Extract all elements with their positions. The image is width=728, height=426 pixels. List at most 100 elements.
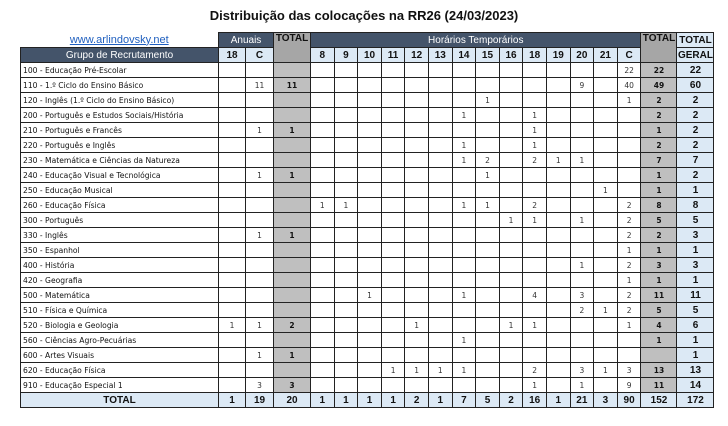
count-cell	[569, 332, 595, 348]
count-cell	[545, 122, 571, 138]
count-cell	[427, 242, 453, 258]
count-cell	[616, 122, 642, 138]
count-cell	[357, 257, 382, 273]
count-cell	[545, 77, 571, 93]
count-cell	[616, 152, 642, 168]
count-cell	[333, 347, 359, 363]
count-cell	[357, 122, 382, 138]
total-cell	[273, 137, 312, 153]
count-cell	[616, 167, 642, 183]
count-cell	[404, 197, 429, 213]
totals-cell: 1	[333, 392, 359, 408]
group-label: 100 - Educação Pré-Escolar	[20, 62, 219, 78]
count-cell	[357, 272, 382, 288]
count-cell	[244, 62, 275, 78]
count-cell	[380, 377, 406, 393]
count-cell: 3	[569, 287, 595, 303]
count-cell: 1	[244, 317, 275, 333]
table-row: 230 - Matemática e Ciências da Natureza 1…	[20, 152, 715, 168]
count-cell	[498, 377, 524, 393]
count-cell	[357, 227, 382, 243]
count-cell	[498, 347, 524, 363]
count-cell	[218, 182, 246, 198]
count-cell	[357, 317, 382, 333]
total-cell: 2	[273, 317, 312, 333]
table-row: 100 - Educação Pré-Escolar 22 22 22	[20, 62, 715, 78]
group-label: 510 - Física e Química	[20, 302, 219, 318]
count-cell	[310, 62, 335, 78]
count-cell	[404, 287, 429, 303]
count-cell	[475, 257, 500, 273]
group-label: 300 - Português	[20, 212, 219, 228]
totals-cell: 1	[545, 392, 571, 408]
count-cell	[357, 92, 382, 108]
table-row: 250 - Educação Musical 1 1 1	[20, 182, 715, 198]
total-cell: 2	[640, 107, 678, 123]
count-cell	[218, 302, 246, 318]
total-geral-cell: 13	[676, 362, 715, 378]
total-geral-cell: 2	[676, 137, 715, 153]
count-cell	[380, 182, 406, 198]
count-cell: 1	[522, 212, 547, 228]
count-cell: 2	[475, 152, 500, 168]
count-cell	[545, 197, 571, 213]
count-cell	[427, 332, 453, 348]
count-cell	[593, 107, 618, 123]
count-cell	[244, 137, 275, 153]
count-cell: 1	[616, 92, 642, 108]
total-cell: 3	[640, 257, 678, 273]
count-cell	[333, 287, 359, 303]
count-cell	[380, 287, 406, 303]
count-cell: 3	[244, 377, 275, 393]
website-link[interactable]: www.arlindovsky.net	[69, 33, 169, 46]
count-cell	[380, 152, 406, 168]
count-cell: 2	[522, 362, 547, 378]
count-cell	[498, 137, 524, 153]
count-cell: 9	[616, 377, 642, 393]
count-cell	[545, 347, 571, 363]
count-cell	[218, 167, 246, 183]
count-cell: 1	[545, 152, 571, 168]
count-cell	[404, 62, 429, 78]
totals-cell: 152	[640, 392, 678, 408]
count-cell	[569, 167, 595, 183]
temporarios-col-header: 19	[545, 47, 571, 63]
count-cell	[427, 287, 453, 303]
group-label: 240 - Educação Visual e Tecnológica	[20, 167, 219, 183]
count-cell	[244, 257, 275, 273]
table-row: 510 - Física e Química 2 1 2 5 5	[20, 302, 715, 318]
count-cell	[357, 77, 382, 93]
count-cell	[475, 227, 500, 243]
count-cell	[333, 227, 359, 243]
count-cell	[333, 137, 359, 153]
count-cell	[427, 377, 453, 393]
link-cell: www.arlindovsky.net	[20, 32, 219, 48]
count-cell	[545, 332, 571, 348]
count-cell	[593, 167, 618, 183]
total-geral-cell: 2	[676, 167, 715, 183]
count-cell	[244, 362, 275, 378]
count-cell: 1	[593, 302, 618, 318]
count-cell	[427, 347, 453, 363]
total-geral-cell: 8	[676, 197, 715, 213]
count-cell: 2	[616, 227, 642, 243]
count-cell	[569, 272, 595, 288]
anuais-col-header: 18	[218, 47, 246, 63]
count-cell	[333, 272, 359, 288]
count-cell	[451, 212, 477, 228]
count-cell	[218, 227, 246, 243]
count-cell	[569, 182, 595, 198]
count-cell	[244, 332, 275, 348]
total-cell: 3	[273, 377, 312, 393]
count-cell	[380, 227, 406, 243]
total-cell	[640, 347, 678, 363]
count-cell	[380, 212, 406, 228]
count-cell	[380, 137, 406, 153]
group-label: 330 - Inglês	[20, 227, 219, 243]
total-geral-header-line2: GERAL	[676, 47, 715, 63]
total-geral-cell: 2	[676, 92, 715, 108]
count-cell	[357, 182, 382, 198]
total-cell	[273, 332, 312, 348]
temporarios-col-header: 18	[522, 47, 547, 63]
count-cell: 2	[616, 287, 642, 303]
